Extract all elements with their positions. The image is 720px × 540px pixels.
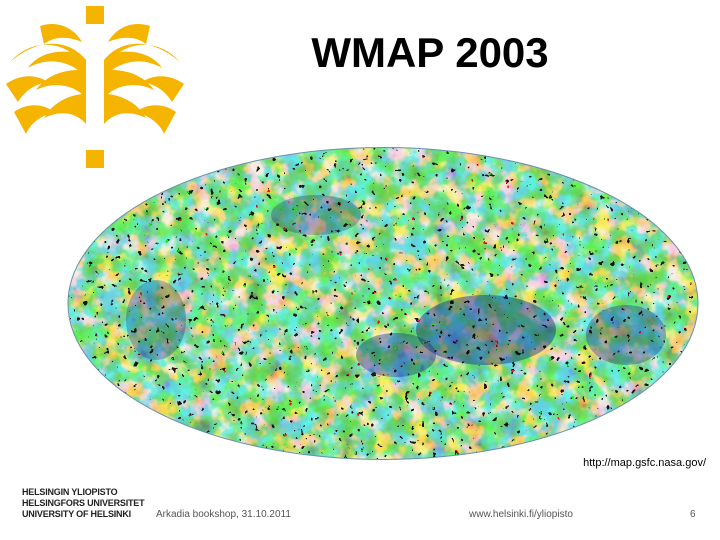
image-source-url: http://map.gsfc.nasa.gov/	[583, 457, 706, 469]
university-flame-logo-icon	[6, 6, 184, 168]
wordmark-line-english: UNIVERSITY OF HELSINKI	[22, 509, 131, 519]
wmap-sky-map-image	[67, 147, 699, 460]
footer-event: Arkadia bookshop, 31.10.2011	[156, 509, 291, 520]
wordmark-line-finnish: HELSINGIN YLIOPISTO	[22, 487, 118, 497]
wordmark-line-swedish: HELSINGFORS UNIVERSITET	[22, 498, 145, 508]
page-number: 6	[690, 509, 696, 520]
slide-title: WMAP 2003	[311, 29, 549, 76]
university-wordmark: HELSINGIN YLIOPISTO HELSINGFORS UNIVERSI…	[22, 487, 145, 520]
footer-website: www.helsinki.fi/yliopisto	[469, 509, 573, 520]
